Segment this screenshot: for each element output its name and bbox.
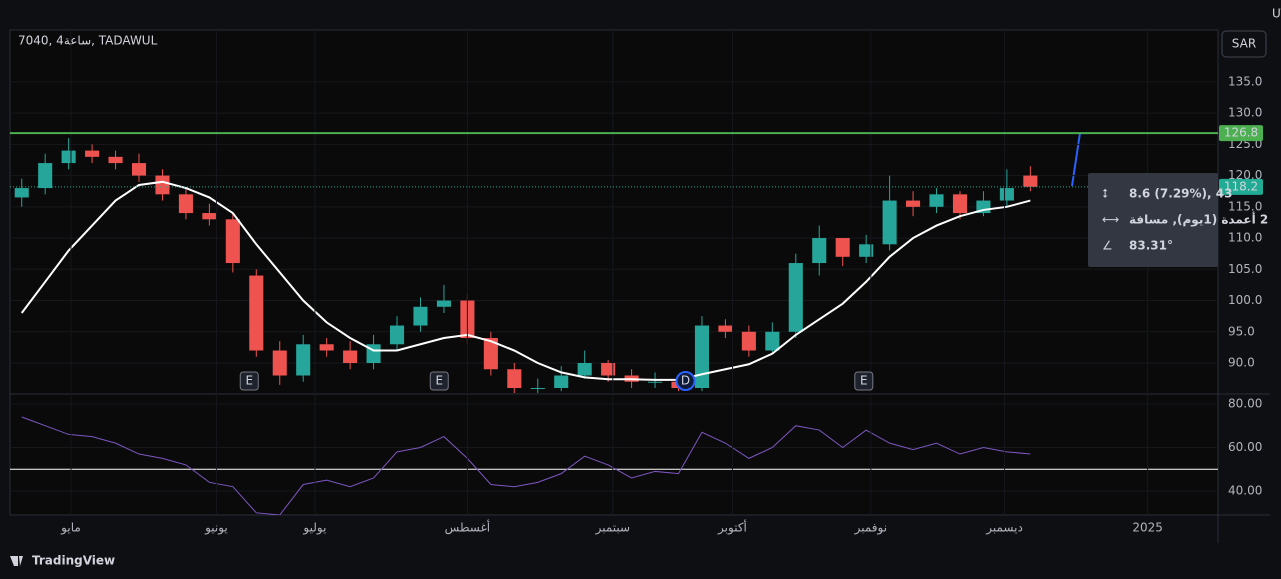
rsi-pane <box>10 403 1218 515</box>
candle-body <box>249 275 264 351</box>
x-tick-label: 2025 <box>1132 521 1163 535</box>
candle-body <box>202 213 217 220</box>
y-tick-label: 95.0 <box>1228 324 1255 338</box>
candle-body <box>601 363 616 376</box>
currency-button[interactable] <box>1221 30 1267 58</box>
measure-icon: ⟷ <box>1102 213 1119 227</box>
candle-body <box>389 325 405 345</box>
x-tick-label: يونيو <box>204 521 228 536</box>
y-tick-label: 110.0 <box>1228 231 1262 245</box>
candle-body <box>436 300 451 307</box>
x-tick-label: نوفمبر <box>854 521 887 536</box>
y-tick-label: 100.0 <box>1228 293 1262 307</box>
candle-body <box>952 194 968 214</box>
candle-body <box>61 150 76 164</box>
event-marker[interactable] <box>854 371 874 391</box>
candle-body <box>483 338 498 370</box>
y-tick-label: 105.0 <box>1228 262 1262 276</box>
measure-icon: ∠ <box>1102 239 1113 253</box>
currency[interactable]: SAR <box>1232 37 1256 51</box>
measure-icon: ⭥ <box>1102 187 1108 201</box>
event-label: E <box>245 374 253 388</box>
event-label: D <box>681 374 690 388</box>
y-tick-label: 115.0 <box>1228 199 1262 213</box>
horizontal-line-label: 126.8 <box>1224 126 1258 140</box>
candle-body <box>319 344 334 351</box>
candle-body <box>296 344 311 376</box>
candle-body <box>14 188 29 198</box>
candle-body <box>554 375 569 389</box>
y-tick-label: 130.0 <box>1228 106 1262 120</box>
x-tick-label: مايو <box>60 521 81 536</box>
candle-body <box>577 363 592 376</box>
candle-body <box>225 219 240 264</box>
plot-area <box>9 29 1219 516</box>
candle-body <box>131 163 147 176</box>
candle-body <box>882 200 897 245</box>
y-tick-label: 135.0 <box>1228 74 1262 88</box>
x-tick-label: سبتمبر <box>595 521 630 536</box>
header: نشر ShalabyFX على TradingView.com 08:14 … <box>1272 7 1281 22</box>
candle-body <box>859 244 874 257</box>
candle-body <box>413 306 428 326</box>
candle-body <box>507 369 522 389</box>
candle-body <box>38 163 53 189</box>
x-tick-label: أكتوبر <box>717 520 747 536</box>
event-marker[interactable] <box>429 371 449 391</box>
event-marker[interactable] <box>239 371 259 391</box>
rsi-tick-label: 60.00 <box>1228 440 1262 454</box>
trend-line[interactable] <box>1071 132 1081 187</box>
candle-body <box>694 325 709 389</box>
candle-body <box>1023 175 1038 187</box>
measure-text: 2 أعمدة (1يوم), مسافة <box>1129 212 1268 228</box>
candle-body <box>343 350 358 364</box>
symbol: 7040, 4ساعة, TADAWUL <box>18 34 158 48</box>
rsi-tick-label: 40.00 <box>1228 484 1262 498</box>
y-tick-label: 90.0 <box>1228 356 1255 370</box>
measure-text: 83.31° <box>1129 239 1173 253</box>
event-label: E <box>435 374 443 388</box>
logo <box>10 556 23 566</box>
candle-body <box>85 150 100 157</box>
moving-average <box>20 180 1031 381</box>
candle-body <box>178 194 193 214</box>
event-label: E <box>860 374 868 388</box>
candle-body <box>812 238 827 264</box>
price-label-box <box>1219 125 1263 142</box>
candle-body <box>906 200 921 207</box>
footer: TradingView <box>32 554 115 568</box>
candle-body <box>155 175 170 195</box>
candle-body <box>272 350 287 376</box>
candle-body <box>835 238 850 257</box>
candle-body <box>718 325 733 332</box>
candle-body <box>530 388 545 390</box>
measure-box <box>1088 173 1218 267</box>
y-tick-label: 120.0 <box>1228 168 1262 182</box>
candle-body <box>741 331 756 351</box>
candle-body <box>765 331 780 351</box>
x-tick-label: يوليو <box>302 521 326 536</box>
event-marker[interactable] <box>675 371 696 391</box>
candle-body <box>929 194 944 207</box>
price-label-box <box>1219 178 1263 195</box>
candle-body <box>648 381 663 383</box>
measure-text: 8.6 (7.29%), 43 <box>1129 187 1232 201</box>
price-pane <box>10 81 1218 393</box>
candle-body <box>788 263 803 332</box>
candle-body <box>999 188 1014 201</box>
x-tick-label: أغسطس <box>445 520 490 536</box>
rsi-line <box>21 416 1031 515</box>
rsi-tick-label: 80.00 <box>1228 396 1262 410</box>
candle-body <box>108 156 123 164</box>
last-price-label: 118.2 <box>1224 179 1258 193</box>
x-tick-label: ديسمبر <box>985 521 1023 536</box>
